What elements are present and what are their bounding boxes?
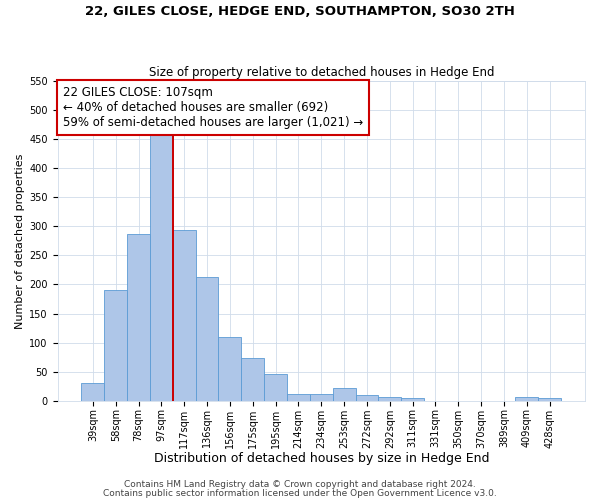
Bar: [104, 290, 127, 401]
Bar: [218, 337, 241, 400]
Bar: [150, 134, 173, 400]
Text: 22, GILES CLOSE, HEDGE END, SOUTHAMPTON, SO30 2TH: 22, GILES CLOSE, HEDGE END, SOUTHAMPTON,…: [85, 5, 515, 18]
Bar: [538, 398, 561, 400]
Bar: [82, 384, 104, 400]
Bar: [173, 230, 196, 400]
X-axis label: Distribution of detached houses by size in Hedge End: Distribution of detached houses by size …: [154, 452, 489, 465]
Bar: [379, 397, 401, 400]
Bar: [310, 394, 332, 400]
Bar: [332, 388, 356, 400]
Bar: [241, 358, 264, 401]
Text: Contains public sector information licensed under the Open Government Licence v3: Contains public sector information licen…: [103, 488, 497, 498]
Bar: [401, 398, 424, 400]
Text: 22 GILES CLOSE: 107sqm
← 40% of detached houses are smaller (692)
59% of semi-de: 22 GILES CLOSE: 107sqm ← 40% of detached…: [63, 86, 363, 129]
Bar: [264, 374, 287, 400]
Bar: [196, 278, 218, 400]
Bar: [127, 234, 150, 400]
Bar: [287, 394, 310, 400]
Title: Size of property relative to detached houses in Hedge End: Size of property relative to detached ho…: [149, 66, 494, 78]
Bar: [515, 396, 538, 400]
Y-axis label: Number of detached properties: Number of detached properties: [15, 153, 25, 328]
Text: Contains HM Land Registry data © Crown copyright and database right 2024.: Contains HM Land Registry data © Crown c…: [124, 480, 476, 489]
Bar: [356, 395, 379, 400]
